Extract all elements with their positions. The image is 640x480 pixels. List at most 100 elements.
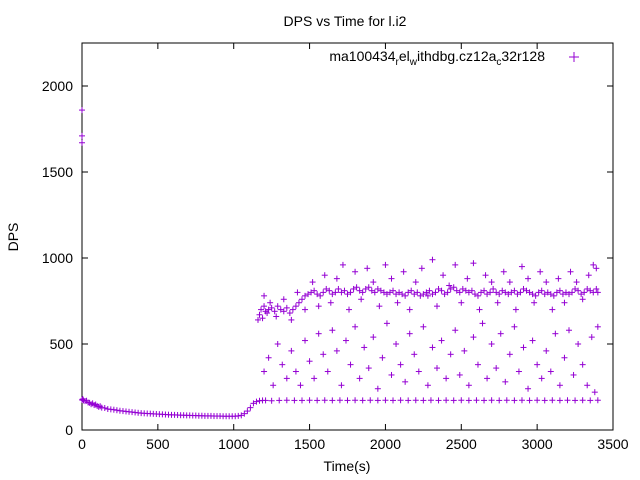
data-point	[326, 287, 333, 294]
data-point	[388, 371, 395, 378]
data-point	[405, 397, 412, 404]
data-point	[352, 397, 359, 404]
data-point	[470, 260, 477, 267]
chart-title: DPS vs Time for l.i2	[284, 13, 407, 29]
data-point	[525, 385, 532, 392]
data-point	[261, 303, 268, 310]
data-point	[286, 310, 293, 317]
data-point	[347, 289, 354, 296]
data-point	[506, 279, 513, 286]
data-point	[468, 287, 475, 294]
data-point	[452, 327, 459, 334]
data-point	[594, 323, 601, 330]
data-point	[476, 306, 483, 313]
legend-part: 32r128	[501, 48, 545, 64]
data-point	[412, 397, 419, 404]
data-point	[324, 368, 331, 375]
data-point	[423, 289, 430, 296]
data-point	[572, 285, 579, 292]
x-tick-label: 2500	[446, 436, 477, 452]
data-point	[443, 397, 450, 404]
data-point	[567, 268, 574, 275]
data-point	[306, 358, 313, 365]
data-point	[537, 268, 544, 275]
data-point	[488, 397, 495, 404]
data-point	[591, 389, 598, 396]
data-point	[244, 408, 251, 415]
data-point	[520, 344, 527, 351]
data-point	[517, 289, 524, 296]
x-tick-label: 0	[78, 436, 86, 452]
data-point	[478, 289, 485, 296]
data-point	[464, 275, 471, 282]
data-point	[101, 404, 108, 411]
data-point	[593, 265, 600, 272]
data-point	[302, 292, 309, 299]
x-tick-label: 2000	[370, 436, 401, 452]
data-point	[333, 347, 340, 354]
data-point	[556, 287, 563, 294]
data-point	[79, 396, 85, 403]
data-point	[274, 341, 281, 347]
data-point	[317, 292, 324, 299]
data-point	[578, 291, 585, 298]
data-point	[347, 361, 354, 368]
data-point	[417, 292, 424, 299]
data-point	[279, 361, 286, 368]
legend-part: ma100434	[329, 48, 395, 64]
data-point	[339, 261, 346, 268]
data-point	[329, 291, 336, 298]
data-point	[320, 289, 327, 296]
data-point	[329, 397, 336, 404]
data-point	[555, 275, 562, 282]
data-point	[473, 397, 480, 404]
data-point	[523, 287, 530, 294]
data-point	[484, 375, 491, 382]
data-point	[529, 337, 536, 344]
data-point	[388, 275, 395, 282]
data-point	[291, 397, 298, 404]
data-point	[544, 289, 551, 296]
data-point	[376, 303, 383, 310]
data-point	[374, 397, 381, 404]
data-point	[370, 334, 377, 341]
data-point	[323, 285, 330, 292]
data-point	[350, 285, 357, 292]
data-point	[594, 397, 601, 404]
data-point	[382, 397, 389, 404]
data-point	[411, 351, 418, 358]
data-point	[429, 256, 436, 263]
data-point	[585, 272, 592, 279]
x-tick-label: 3500	[597, 436, 628, 452]
data-point	[541, 291, 548, 298]
data-point	[561, 354, 568, 361]
data-point	[338, 289, 345, 296]
data-point	[503, 397, 510, 404]
data-point	[588, 334, 595, 341]
data-point	[371, 289, 378, 296]
data-point	[594, 289, 601, 296]
data-point	[575, 341, 582, 347]
data-point	[311, 375, 318, 382]
data-point	[434, 303, 441, 310]
data-point	[534, 361, 541, 368]
data-point	[511, 323, 518, 330]
data-point	[267, 299, 274, 306]
data-point	[579, 361, 586, 368]
data-point	[411, 291, 418, 298]
data-point	[444, 289, 451, 296]
data-point	[265, 306, 272, 313]
data-point	[405, 289, 412, 296]
data-point	[441, 291, 448, 298]
data-point	[402, 378, 409, 385]
data-point	[590, 261, 597, 268]
data-point	[336, 397, 343, 404]
data-point	[365, 284, 372, 291]
data-point	[412, 279, 419, 286]
data-point	[396, 289, 403, 296]
data-point	[549, 397, 556, 404]
data-point	[424, 292, 431, 299]
data-point	[535, 289, 542, 296]
data-point	[450, 397, 457, 404]
data-point	[302, 306, 309, 313]
